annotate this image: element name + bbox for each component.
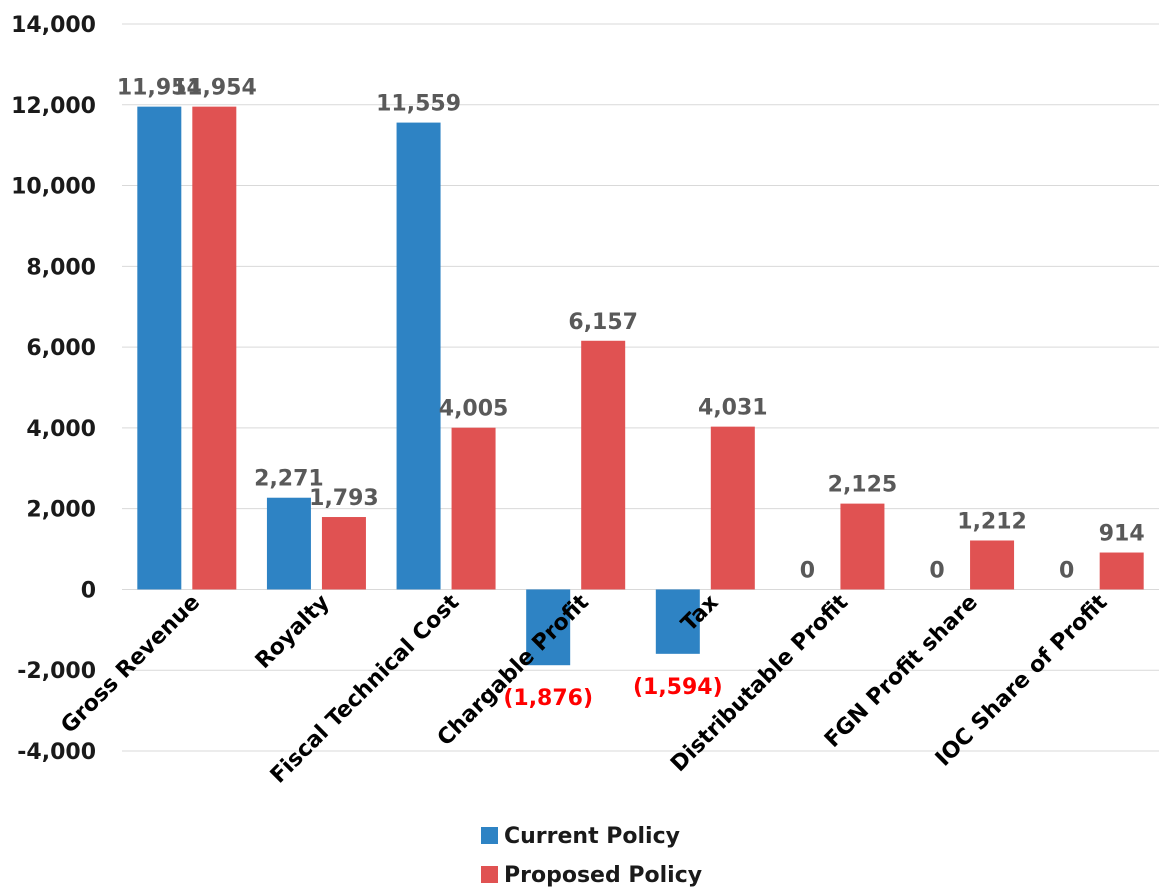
y-tick-label: -2,000: [17, 659, 96, 684]
y-tick-label: 0: [81, 578, 96, 603]
y-tick-label: 8,000: [26, 255, 96, 280]
data-label: 1,212: [957, 509, 1027, 534]
data-label: 4,031: [698, 396, 768, 421]
bar-proposed-policy: [192, 106, 237, 590]
data-label: 2,125: [828, 473, 898, 498]
bar-proposed-policy: [970, 540, 1015, 590]
bar-current-policy: [396, 122, 441, 590]
data-label: 11,954: [117, 76, 202, 101]
y-tick-label: 14,000: [11, 13, 96, 38]
bar-proposed-policy: [840, 503, 885, 590]
bar-current-policy: [526, 589, 571, 666]
data-label: 0: [1059, 558, 1074, 583]
bar-current-policy: [137, 106, 182, 590]
bar-proposed-policy: [1099, 552, 1144, 590]
y-tick-label: 2,000: [26, 498, 96, 523]
legend: Current Policy Proposed Policy: [481, 824, 702, 888]
data-label: 2,271: [254, 467, 324, 492]
bar-current-policy: [266, 497, 311, 590]
y-axis-tick-labels: 14,000 12,000 10,000 8,000 6,000 4,000 2,000 0 -…: [11, 13, 96, 765]
data-label: 4,005: [439, 397, 509, 422]
y-tick-label: 12,000: [11, 94, 96, 119]
y-tick-label: -4,000: [17, 740, 96, 765]
data-label: 11,954: [172, 76, 257, 101]
legend-swatch-proposed-policy: [481, 866, 498, 883]
legend-label-current-policy: Current Policy: [504, 824, 680, 849]
y-tick-label: 4,000: [26, 417, 96, 442]
bar-proposed-policy: [710, 426, 755, 590]
bar-current-policy: [655, 589, 700, 654]
y-tick-label: 6,000: [26, 336, 96, 361]
data-label: 0: [929, 558, 944, 583]
data-label: 0: [800, 558, 815, 583]
data-label: (1,594): [633, 675, 723, 700]
y-tick-label: 10,000: [11, 175, 96, 200]
data-label: 914: [1099, 522, 1145, 547]
legend-label-proposed-policy: Proposed Policy: [504, 863, 702, 888]
bar-proposed-policy: [451, 427, 496, 590]
data-label: 11,559: [376, 92, 461, 117]
data-label: 6,157: [568, 310, 638, 335]
bar-proposed-policy: [321, 517, 366, 590]
data-label: (1,876): [503, 686, 593, 711]
bars: [137, 106, 1144, 666]
legend-swatch-current-policy: [481, 827, 498, 844]
bar-proposed-policy: [581, 340, 626, 590]
x-category-label: Royalty: [251, 590, 335, 674]
data-label: 1,793: [309, 486, 379, 511]
